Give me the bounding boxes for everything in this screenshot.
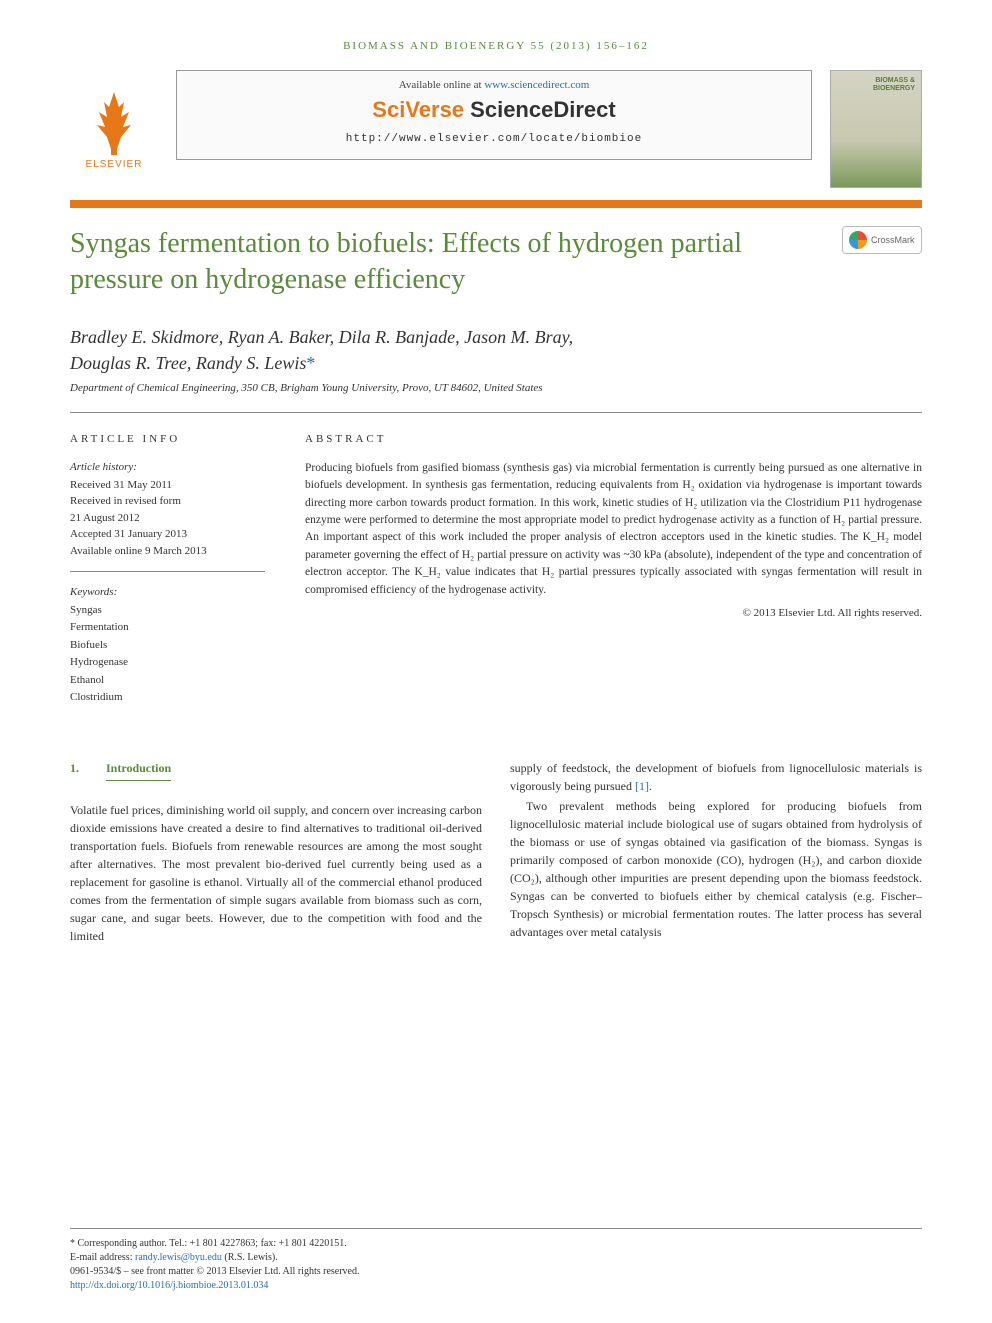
body-col-right: supply of feedstock, the development of … <box>510 759 922 945</box>
author-list: Bradley E. Skidmore, Ryan A. Baker, Dila… <box>70 324 922 376</box>
corresponding-star: * <box>306 353 315 373</box>
divider-bar <box>70 200 922 208</box>
received-date: Received 31 May 2011 <box>70 477 265 494</box>
abstract-copyright: © 2013 Elsevier Ltd. All rights reserved… <box>305 605 922 622</box>
keyword: Ethanol <box>70 672 265 689</box>
available-online-line: Available online at www.sciencedirect.co… <box>193 79 795 91</box>
publisher-banner: ELSEVIER Available online at www.science… <box>70 70 922 188</box>
keyword: Hydrogenase <box>70 654 265 671</box>
crossmark-badge[interactable]: CrossMark <box>842 226 922 254</box>
revised-line1: Received in revised form <box>70 493 265 510</box>
history-label: Article history: <box>70 459 265 476</box>
affiliation: Department of Chemical Engineering, 350 … <box>70 382 922 394</box>
journal-homepage-url[interactable]: http://www.elsevier.com/locate/biombioe <box>193 133 795 145</box>
crossmark-label: CrossMark <box>871 235 915 245</box>
intro-para-1-cont: supply of feedstock, the development of … <box>510 759 922 795</box>
email-label: E-mail address: <box>70 1252 135 1263</box>
crossmark-icon <box>849 231 867 249</box>
article-info-column: ARTICLE INFO Article history: Received 3… <box>70 431 265 707</box>
sciencedirect-link[interactable]: www.sciencedirect.com <box>484 79 589 91</box>
keyword: Syngas <box>70 602 265 619</box>
corresponding-label: * Corresponding author. <box>70 1238 167 1249</box>
keywords-label: Keywords: <box>70 584 265 601</box>
sciencedirect-box: Available online at www.sciencedirect.co… <box>176 70 812 160</box>
doi-link[interactable]: http://dx.doi.org/10.1016/j.biombioe.201… <box>70 1280 268 1291</box>
authors-line-1: Bradley E. Skidmore, Ryan A. Baker, Dila… <box>70 324 922 350</box>
intro-para-2: Two prevalent methods being explored for… <box>510 797 922 941</box>
abstract-text: Producing biofuels from gasified biomass… <box>305 460 922 600</box>
sciverse-brand1: SciVerse <box>372 97 470 122</box>
body-columns: 1.Introduction Volatile fuel prices, dim… <box>70 759 922 945</box>
keyword: Clostridium <box>70 689 265 706</box>
section-title: Introduction <box>106 759 171 781</box>
abstract-column: ABSTRACT Producing biofuels from gasifie… <box>305 431 922 707</box>
keyword: Biofuels <box>70 637 265 654</box>
section-number: 1. <box>70 759 106 777</box>
email-link[interactable]: randy.lewis@byu.edu <box>135 1252 222 1263</box>
col2a-text: supply of feedstock, the development of … <box>510 761 922 793</box>
available-prefix: Available online at <box>399 79 485 91</box>
elsevier-label: ELSEVIER <box>86 159 143 170</box>
email-suffix: (R.S. Lewis). <box>222 1252 278 1263</box>
cover-title: BIOMASS & BIOENERGY <box>837 77 915 93</box>
keyword: Fermentation <box>70 619 265 636</box>
journal-cover-thumbnail: BIOMASS & BIOENERGY <box>830 70 922 188</box>
article-title: Syngas fermentation to biofuels: Effects… <box>70 226 822 298</box>
col2a-end: . <box>649 779 652 793</box>
revised-line2: 21 August 2012 <box>70 510 265 527</box>
page-footer: * Corresponding author. Tel.: +1 801 422… <box>70 1228 922 1293</box>
online-date: Available online 9 March 2013 <box>70 543 265 560</box>
sciverse-logo: SciVerse ScienceDirect <box>193 97 795 123</box>
article-info-heading: ARTICLE INFO <box>70 431 265 448</box>
accepted-date: Accepted 31 January 2013 <box>70 526 265 543</box>
corresponding-tel: Tel.: +1 801 4227863; fax: +1 801 422015… <box>167 1238 347 1249</box>
running-head: BIOMASS AND BIOENERGY 55 (2013) 156–162 <box>70 40 922 52</box>
authors-line-2: Douglas R. Tree, Randy S. Lewis <box>70 353 306 373</box>
keywords-list: Syngas Fermentation Biofuels Hydrogenase… <box>70 602 265 706</box>
elsevier-logo: ELSEVIER <box>70 70 158 170</box>
sciverse-brand2: ScienceDirect <box>470 97 616 122</box>
abstract-heading: ABSTRACT <box>305 431 922 448</box>
issn-line: 0961-9534/$ – see front matter © 2013 El… <box>70 1265 922 1279</box>
body-col-left: 1.Introduction Volatile fuel prices, dim… <box>70 759 482 945</box>
elsevier-tree-icon <box>79 87 149 157</box>
ref-link-1[interactable]: [1] <box>635 779 649 793</box>
intro-para-1: Volatile fuel prices, diminishing world … <box>70 801 482 945</box>
